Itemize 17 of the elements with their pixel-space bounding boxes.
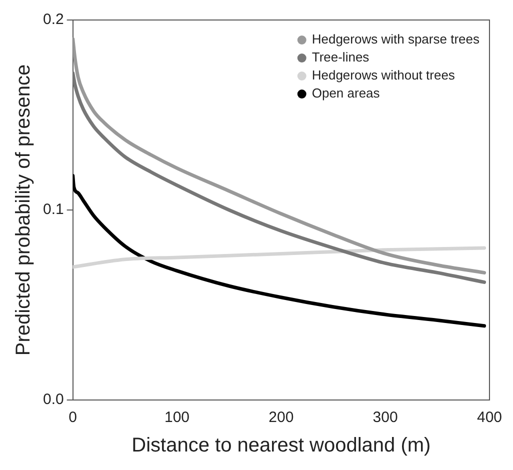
y-tick-label: 0.0 (42, 391, 64, 408)
x-tick-label: 300 (372, 409, 398, 426)
x-tick-label: 0 (68, 409, 78, 426)
legend-label: Tree-lines (312, 50, 370, 65)
line-series (72, 174, 486, 328)
y-tick-label: 0.2 (42, 11, 64, 28)
legend-label: Open areas (312, 86, 380, 101)
x-tick-label: 400 (476, 409, 502, 426)
line-series (72, 71, 486, 284)
y-axis-title: Predicted probability of presence (12, 64, 35, 356)
x-tick-label: 100 (164, 409, 190, 426)
legend-label: Hedgerows without trees (312, 68, 456, 83)
x-axis-title: Distance to nearest woodland (m) (132, 434, 431, 457)
line-series (72, 246, 486, 269)
y-tick-label: 0.1 (42, 201, 64, 218)
legend-label: Hedgerows with sparse trees (312, 32, 480, 47)
x-tick-label: 200 (268, 409, 294, 426)
